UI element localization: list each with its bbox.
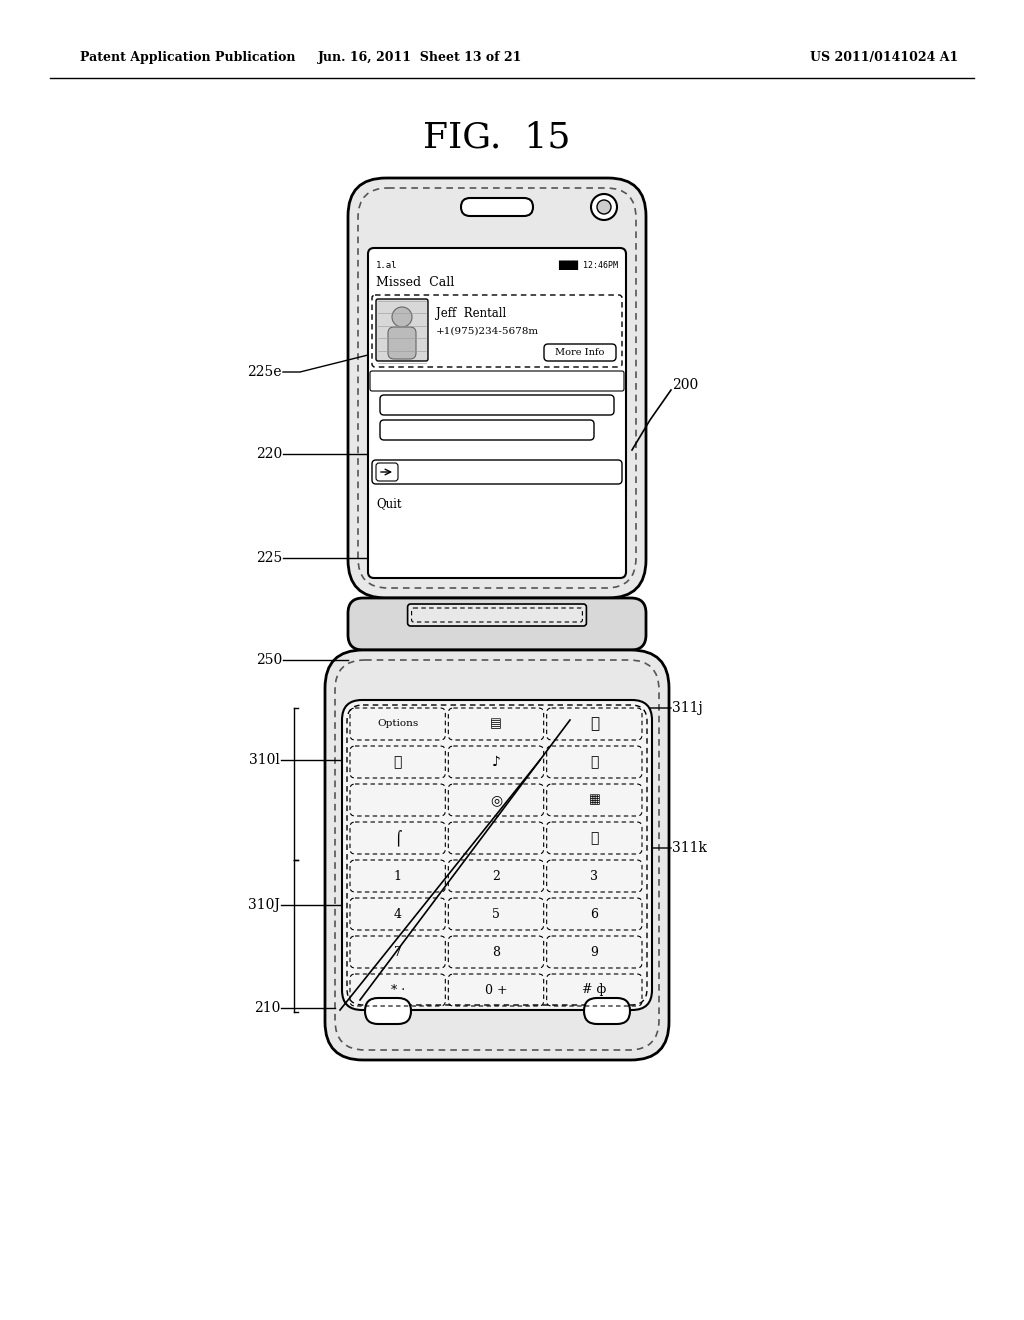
Text: * ·: * · <box>390 983 404 997</box>
Text: 250: 250 <box>256 653 282 667</box>
FancyBboxPatch shape <box>376 463 398 480</box>
Text: # ф: # ф <box>583 983 606 997</box>
Text: +1(975)234-5678m: +1(975)234-5678m <box>436 326 539 335</box>
Circle shape <box>392 308 412 327</box>
Text: 2: 2 <box>493 870 500 883</box>
Text: 7: 7 <box>394 945 401 958</box>
Text: 225: 225 <box>256 550 282 565</box>
Text: ████ 12:46PM: ████ 12:46PM <box>558 260 618 269</box>
Text: Jun. 16, 2011  Sheet 13 of 21: Jun. 16, 2011 Sheet 13 of 21 <box>317 51 522 65</box>
Text: Missed  Call: Missed Call <box>376 276 455 289</box>
Text: 1: 1 <box>393 870 401 883</box>
Text: 5: 5 <box>493 908 500 920</box>
FancyBboxPatch shape <box>348 178 646 598</box>
FancyBboxPatch shape <box>365 998 411 1024</box>
Text: ⌠: ⌠ <box>394 830 401 846</box>
FancyBboxPatch shape <box>380 395 614 414</box>
Text: ☒: ☒ <box>590 755 598 770</box>
FancyBboxPatch shape <box>376 300 428 360</box>
Text: 8: 8 <box>492 945 500 958</box>
Text: ☉: ☉ <box>590 717 599 731</box>
Text: FIG.  15: FIG. 15 <box>423 120 570 154</box>
Text: 311j: 311j <box>672 701 702 715</box>
FancyBboxPatch shape <box>388 327 416 359</box>
Text: 6: 6 <box>590 908 598 920</box>
FancyBboxPatch shape <box>584 998 630 1024</box>
Text: 0 +: 0 + <box>484 983 507 997</box>
Text: 1.al: 1.al <box>376 260 397 269</box>
Text: ♪: ♪ <box>492 755 501 770</box>
Text: 311k: 311k <box>672 841 707 855</box>
FancyBboxPatch shape <box>372 459 622 484</box>
Text: 200: 200 <box>672 378 698 392</box>
Text: ▤: ▤ <box>490 718 502 730</box>
Text: 3: 3 <box>590 870 598 883</box>
Text: 210: 210 <box>254 1001 280 1015</box>
Text: SMS  Response: SMS Response <box>454 400 541 411</box>
Circle shape <box>591 194 617 220</box>
Text: Quit: Quit <box>376 498 401 511</box>
Text: Options: Options <box>377 719 418 729</box>
Text: 310l: 310l <box>249 752 280 767</box>
Text: Jeff  Rentall: Jeff Rentall <box>436 306 506 319</box>
FancyBboxPatch shape <box>461 198 534 216</box>
FancyBboxPatch shape <box>380 420 594 440</box>
FancyBboxPatch shape <box>342 700 652 1010</box>
FancyBboxPatch shape <box>544 345 616 360</box>
Text: Call  Back: Call Back <box>459 425 515 436</box>
Text: ▦: ▦ <box>589 793 600 807</box>
Text: 225e: 225e <box>248 366 282 379</box>
FancyBboxPatch shape <box>368 248 626 578</box>
FancyBboxPatch shape <box>348 598 646 649</box>
Text: US 2011/0141024 A1: US 2011/0141024 A1 <box>810 51 958 65</box>
Text: ⌁: ⌁ <box>590 832 598 845</box>
Text: 310J: 310J <box>248 898 280 912</box>
FancyBboxPatch shape <box>370 371 624 391</box>
Text: ⓘ: ⓘ <box>393 755 401 770</box>
FancyBboxPatch shape <box>325 649 669 1060</box>
Text: 9: 9 <box>591 945 598 958</box>
Text: Slide to Block Caller: Slide to Block Caller <box>404 467 512 477</box>
Text: More Info: More Info <box>555 348 605 356</box>
FancyBboxPatch shape <box>408 605 587 626</box>
Text: ◎: ◎ <box>489 793 502 807</box>
Text: 220: 220 <box>256 447 282 461</box>
Text: Patent Application Publication: Patent Application Publication <box>80 51 296 65</box>
Text: Options: Options <box>376 375 422 388</box>
Text: 4: 4 <box>393 908 401 920</box>
Circle shape <box>597 201 611 214</box>
